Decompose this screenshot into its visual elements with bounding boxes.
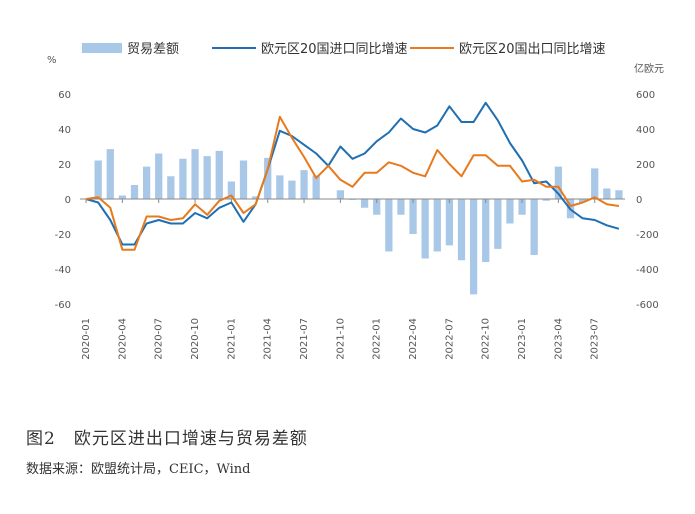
x-tick-label: 2020-10 [190,318,201,360]
right-tick-label: -600 [636,300,659,311]
trade-balance-bar [615,190,623,199]
trade-balance-bar [457,199,466,261]
trade-balance-bar [215,150,223,199]
trade-balance-bar [191,149,199,199]
trade-balance-bar [227,181,236,199]
x-tick-label: 2020-01 [81,318,92,360]
chart: 贸易差额 欧元区20国进口同比增速 欧元区20国出口同比增速 % 亿欧元 60 4… [47,42,664,360]
trade-balance-bar [239,160,248,199]
left-tick-label: 40 [58,125,71,136]
right-tick-label: -200 [636,230,659,241]
trade-balance-bar [300,170,308,199]
trade-balance-bar [312,175,320,199]
right-tick-label: 0 [636,195,642,206]
trade-balance-bar [469,199,478,295]
trade-balance-bar [433,199,441,252]
trade-balance-bar [494,199,502,249]
legend-label-trade-balance: 贸易差额 [127,42,179,57]
left-tick-label: -40 [55,265,71,276]
x-tick-label: 2022-10 [481,318,492,360]
trade-balance-bar [203,156,211,199]
left-tick-label: -60 [55,300,71,311]
trade-balance-bar [578,199,587,203]
right-tick-label: 600 [636,90,655,101]
x-tick-label: 2021-10 [335,318,346,360]
left-tick-label: 0 [65,195,71,206]
trade-balance-bar [421,199,429,259]
trade-balance-bar [276,175,284,199]
trade-balance-bar [591,168,599,199]
trade-balance-bar [518,199,526,215]
x-tick-label: 2023-04 [553,318,564,360]
trade-balance-bar [603,188,611,199]
trade-balance-bar [106,149,114,199]
right-axis-unit: 亿欧元 [634,62,664,75]
x-tick-label: 2022-07 [444,318,455,360]
x-tick-label: 2023-01 [517,318,528,360]
trade-balance-bar [360,199,369,208]
x-tick-label: 2023-07 [590,318,601,360]
x-tick-label: 2020-07 [154,318,165,360]
right-tick-label: 400 [636,125,655,136]
legend-label-import: 欧元区20国进口同比增速 [261,42,408,57]
trade-balance-bar [530,199,538,255]
trade-balance-bar [482,199,490,262]
import-growth-line [85,101,620,246]
right-tick-label: -400 [636,265,659,276]
trade-balance-bar [179,158,187,199]
trade-balance-bar [336,190,345,199]
trade-balance-bar [118,195,127,199]
x-tick-label: 2022-04 [408,318,419,360]
trade-balance-bar [94,160,102,199]
right-tick-label: 200 [636,160,655,171]
data-source: 数据来源：欧盟统计局，CEIC，Wind [26,462,251,477]
export-growth-line [85,115,620,251]
left-tick-label: 60 [58,90,71,101]
trade-balance-bar [554,166,563,199]
x-tick-label: 2021-04 [263,318,274,360]
left-axis-unit: % [47,55,57,66]
left-tick-label: 20 [58,160,71,171]
trade-balance-bar [288,180,296,199]
trade-balance-bar [264,157,272,199]
trade-balance-bar [167,176,175,199]
left-tick-label: -20 [55,230,71,241]
legend: 贸易差额 欧元区20国进口同比增速 欧元区20国出口同比增速 [82,42,606,57]
plot-area: 6040200-20-40-606004002000-200-400-60020… [55,90,659,360]
trade-balance-bar [155,153,163,199]
legend-swatch-trade-balance [82,43,122,53]
legend-label-export: 欧元区20国出口同比增速 [459,42,606,57]
x-tick-label: 2020-04 [117,318,128,360]
trade-balance-bar [251,196,260,199]
trade-balance-bar [445,199,454,246]
trade-balance-bar [142,166,151,199]
trade-balance-bar [373,199,381,215]
trade-balance-bar [409,199,417,234]
trade-balance-bar [130,185,139,199]
figure-caption: 图2 欧元区进出口增速与贸易差额 [26,429,308,449]
trade-balance-bar [542,199,550,201]
x-tick-label: 2021-07 [299,318,310,360]
x-tick-label: 2021-01 [226,318,237,360]
trade-balance-bar [506,199,514,224]
trade-balance-bar [385,199,393,252]
trade-balance-bar [397,199,405,215]
x-tick-label: 2022-01 [372,318,383,360]
